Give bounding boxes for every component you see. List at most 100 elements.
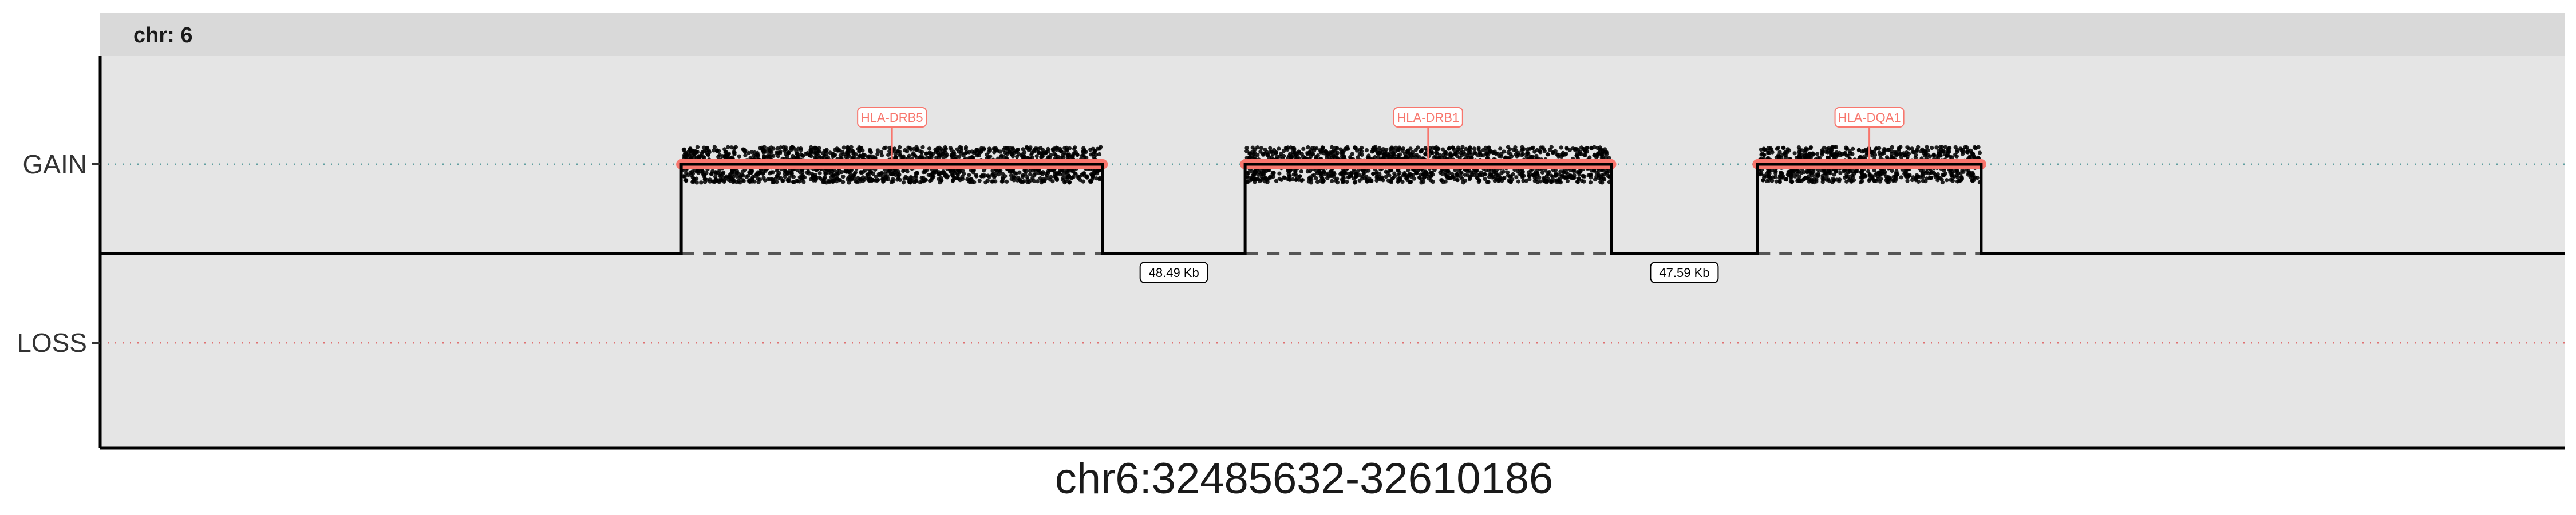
cn-point bbox=[701, 145, 706, 150]
gene-label: HLA-DRB5 bbox=[861, 110, 923, 125]
cn-point bbox=[781, 179, 785, 183]
cn-point bbox=[1455, 172, 1459, 176]
cn-point bbox=[1890, 145, 1894, 149]
cn-point bbox=[1850, 152, 1855, 156]
cn-point bbox=[1532, 179, 1537, 183]
cn-point bbox=[1021, 147, 1025, 152]
cn-point bbox=[957, 176, 961, 181]
cn-point bbox=[1873, 173, 1878, 177]
cn-point bbox=[1820, 176, 1825, 180]
cn-point bbox=[1803, 175, 1808, 180]
gap-distance-label: 47.59 Kb bbox=[1659, 266, 1709, 280]
gene-labels: HLA-DRB5 HLA-DRB1 HLA-DQA1 bbox=[857, 107, 1905, 161]
cn-point bbox=[1473, 151, 1478, 156]
cn-point bbox=[1065, 153, 1070, 158]
cn-point bbox=[994, 148, 998, 153]
cn-point bbox=[740, 169, 745, 174]
cn-point bbox=[1286, 172, 1291, 176]
cn-point bbox=[1551, 150, 1555, 155]
cn-point bbox=[1314, 154, 1319, 159]
cn-point bbox=[1577, 177, 1581, 181]
cn-point bbox=[1911, 175, 1915, 180]
cn-point bbox=[755, 176, 760, 181]
cn-point bbox=[938, 153, 943, 157]
cn-point bbox=[728, 179, 733, 183]
cn-point bbox=[833, 153, 837, 157]
cn-point bbox=[712, 145, 717, 149]
cn-point bbox=[1582, 153, 1587, 157]
cn-point bbox=[1955, 175, 1960, 180]
cn-point bbox=[1414, 154, 1419, 159]
cn-point bbox=[1353, 180, 1358, 184]
gap-distance-box bbox=[1139, 262, 1208, 283]
cn-point bbox=[1777, 179, 1782, 183]
cn-point bbox=[789, 170, 794, 175]
cn-point bbox=[1398, 176, 1402, 180]
cn-point bbox=[1057, 148, 1062, 153]
cn-point bbox=[809, 154, 813, 159]
cn-point bbox=[924, 151, 929, 156]
cn-point bbox=[1959, 148, 1964, 153]
cn-point bbox=[879, 153, 884, 158]
cn-point bbox=[1364, 169, 1368, 174]
cn-point bbox=[797, 179, 801, 184]
cn-point bbox=[1364, 148, 1369, 153]
cn-point bbox=[765, 154, 769, 159]
cn-point bbox=[762, 154, 767, 160]
cn-point bbox=[1447, 146, 1451, 151]
y-tick-label-gain: GAIN bbox=[23, 149, 87, 179]
cn-point bbox=[1926, 148, 1930, 153]
cn-point bbox=[1421, 171, 1426, 176]
cn-point bbox=[730, 169, 734, 174]
cn-point bbox=[1037, 150, 1042, 155]
cn-point bbox=[714, 179, 719, 183]
cn-point bbox=[1600, 180, 1605, 185]
cn-point bbox=[1348, 155, 1353, 160]
cn-point bbox=[1011, 169, 1016, 173]
cn-point bbox=[1315, 180, 1320, 184]
cn-point bbox=[1799, 179, 1804, 184]
cn-point bbox=[934, 149, 938, 154]
cn-point bbox=[1397, 171, 1402, 175]
cn-point bbox=[858, 179, 863, 184]
cn-point bbox=[1484, 151, 1489, 156]
cn-point bbox=[1792, 151, 1797, 156]
cn-point bbox=[1274, 150, 1278, 155]
cn-point bbox=[839, 170, 844, 175]
cn-point bbox=[1886, 175, 1891, 180]
cn-point bbox=[1290, 177, 1295, 181]
cn-point bbox=[1767, 171, 1772, 176]
cn-point bbox=[1838, 171, 1843, 175]
cn-point bbox=[1767, 178, 1771, 183]
cn-point bbox=[691, 152, 696, 157]
gap-labels: 48.49 Kb 47.59 Kb bbox=[1139, 262, 1719, 283]
cn-point bbox=[960, 177, 965, 181]
cn-point bbox=[1310, 152, 1314, 156]
facet-strip-label: chr: 6 bbox=[133, 23, 192, 47]
cn-point bbox=[1557, 172, 1562, 177]
cn-point bbox=[914, 179, 918, 184]
cn-point bbox=[1905, 179, 1910, 183]
cn-point bbox=[1378, 177, 1383, 182]
cn-point bbox=[858, 146, 863, 150]
cn-point bbox=[1448, 155, 1452, 160]
cn-point bbox=[1931, 153, 1936, 157]
cn-point bbox=[1324, 172, 1329, 177]
cn-point bbox=[1043, 151, 1048, 156]
cn-point bbox=[1872, 179, 1877, 183]
cn-point bbox=[1455, 154, 1460, 159]
x-axis-title: chr6:32485632-32610186 bbox=[1055, 454, 1554, 503]
cn-point bbox=[1849, 179, 1854, 184]
gene-label-box bbox=[857, 107, 927, 128]
cn-point bbox=[715, 148, 720, 153]
cn-point bbox=[841, 152, 846, 157]
cn-point bbox=[1058, 168, 1062, 173]
cn-point bbox=[724, 155, 728, 160]
cn-point bbox=[1761, 178, 1765, 183]
cn-point bbox=[1277, 146, 1281, 151]
cn-point bbox=[1862, 148, 1866, 153]
cn-point bbox=[1341, 156, 1346, 160]
cn-point bbox=[942, 148, 947, 153]
cn-point bbox=[1829, 149, 1834, 153]
cn-point bbox=[939, 176, 943, 180]
